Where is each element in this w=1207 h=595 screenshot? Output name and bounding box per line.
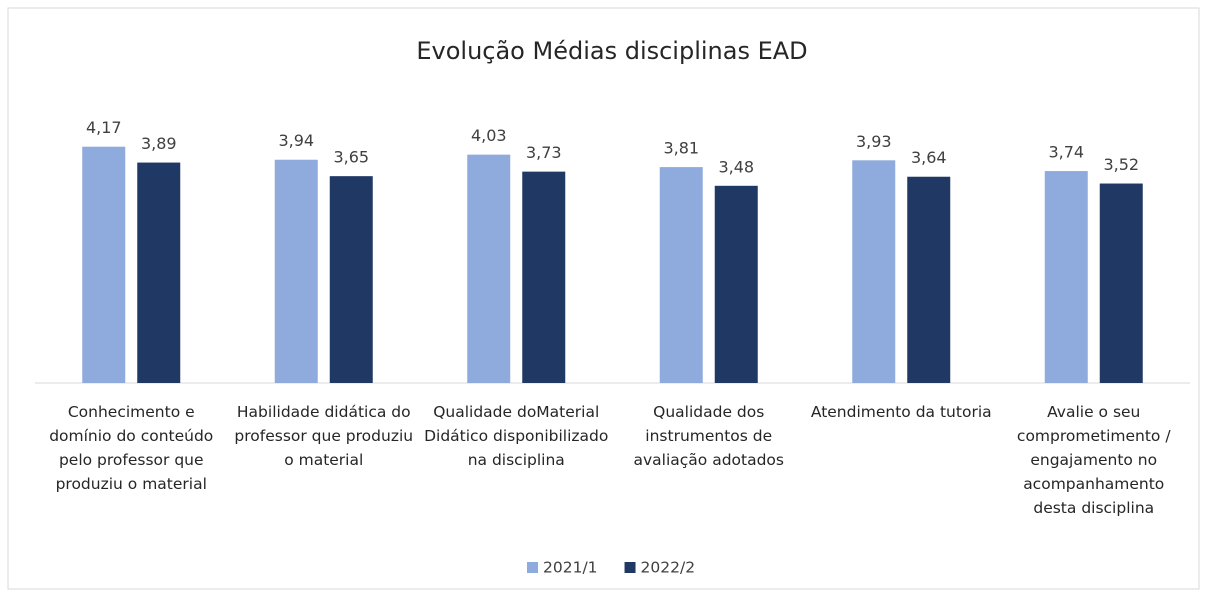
data-label: 3,73 bbox=[526, 143, 562, 162]
bar bbox=[907, 176, 951, 383]
x-tick-label: Qualidade doMaterial Didático disponibil… bbox=[424, 403, 609, 469]
legend-swatch bbox=[624, 562, 636, 573]
bar bbox=[1099, 183, 1143, 383]
legend-swatch bbox=[527, 562, 538, 573]
x-tick-label: Qualidade dos instrumentos de avaliação … bbox=[633, 403, 784, 469]
bar bbox=[82, 146, 126, 383]
bar bbox=[329, 176, 373, 383]
bar bbox=[467, 154, 511, 383]
bar bbox=[274, 159, 318, 383]
legend-label: 2022/2 bbox=[641, 559, 696, 577]
data-label: 3,52 bbox=[1103, 155, 1139, 174]
x-tick-label: Avalie o seu comprometimento / engajamen… bbox=[1016, 403, 1171, 517]
data-label: 4,17 bbox=[86, 118, 122, 137]
data-label: 3,74 bbox=[1048, 143, 1084, 162]
data-label: 4,03 bbox=[471, 126, 507, 145]
x-tick-label: Conhecimento e domínio do conteúdo pelo … bbox=[49, 403, 214, 493]
chart-frame bbox=[7, 7, 1200, 590]
x-tick-label: Habilidade didática do professor que pro… bbox=[234, 403, 414, 469]
x-tick-label: Atendimento da tutoria bbox=[810, 403, 992, 421]
data-label: 3,65 bbox=[333, 148, 369, 167]
bar bbox=[714, 185, 758, 383]
bar bbox=[1044, 171, 1088, 383]
data-label: 3,64 bbox=[911, 148, 947, 167]
data-label: 3,48 bbox=[718, 157, 754, 176]
bar bbox=[659, 167, 703, 383]
data-label: 3,93 bbox=[856, 132, 892, 151]
data-label: 3,89 bbox=[141, 134, 177, 153]
legend-label: 2021/1 bbox=[543, 559, 598, 577]
data-label: 3,81 bbox=[663, 139, 699, 158]
bar bbox=[137, 162, 181, 383]
bar bbox=[522, 171, 566, 383]
data-label: 3,94 bbox=[278, 131, 314, 150]
bar bbox=[852, 160, 896, 383]
chart-title: Evolução Médias disciplinas EAD bbox=[416, 37, 807, 65]
